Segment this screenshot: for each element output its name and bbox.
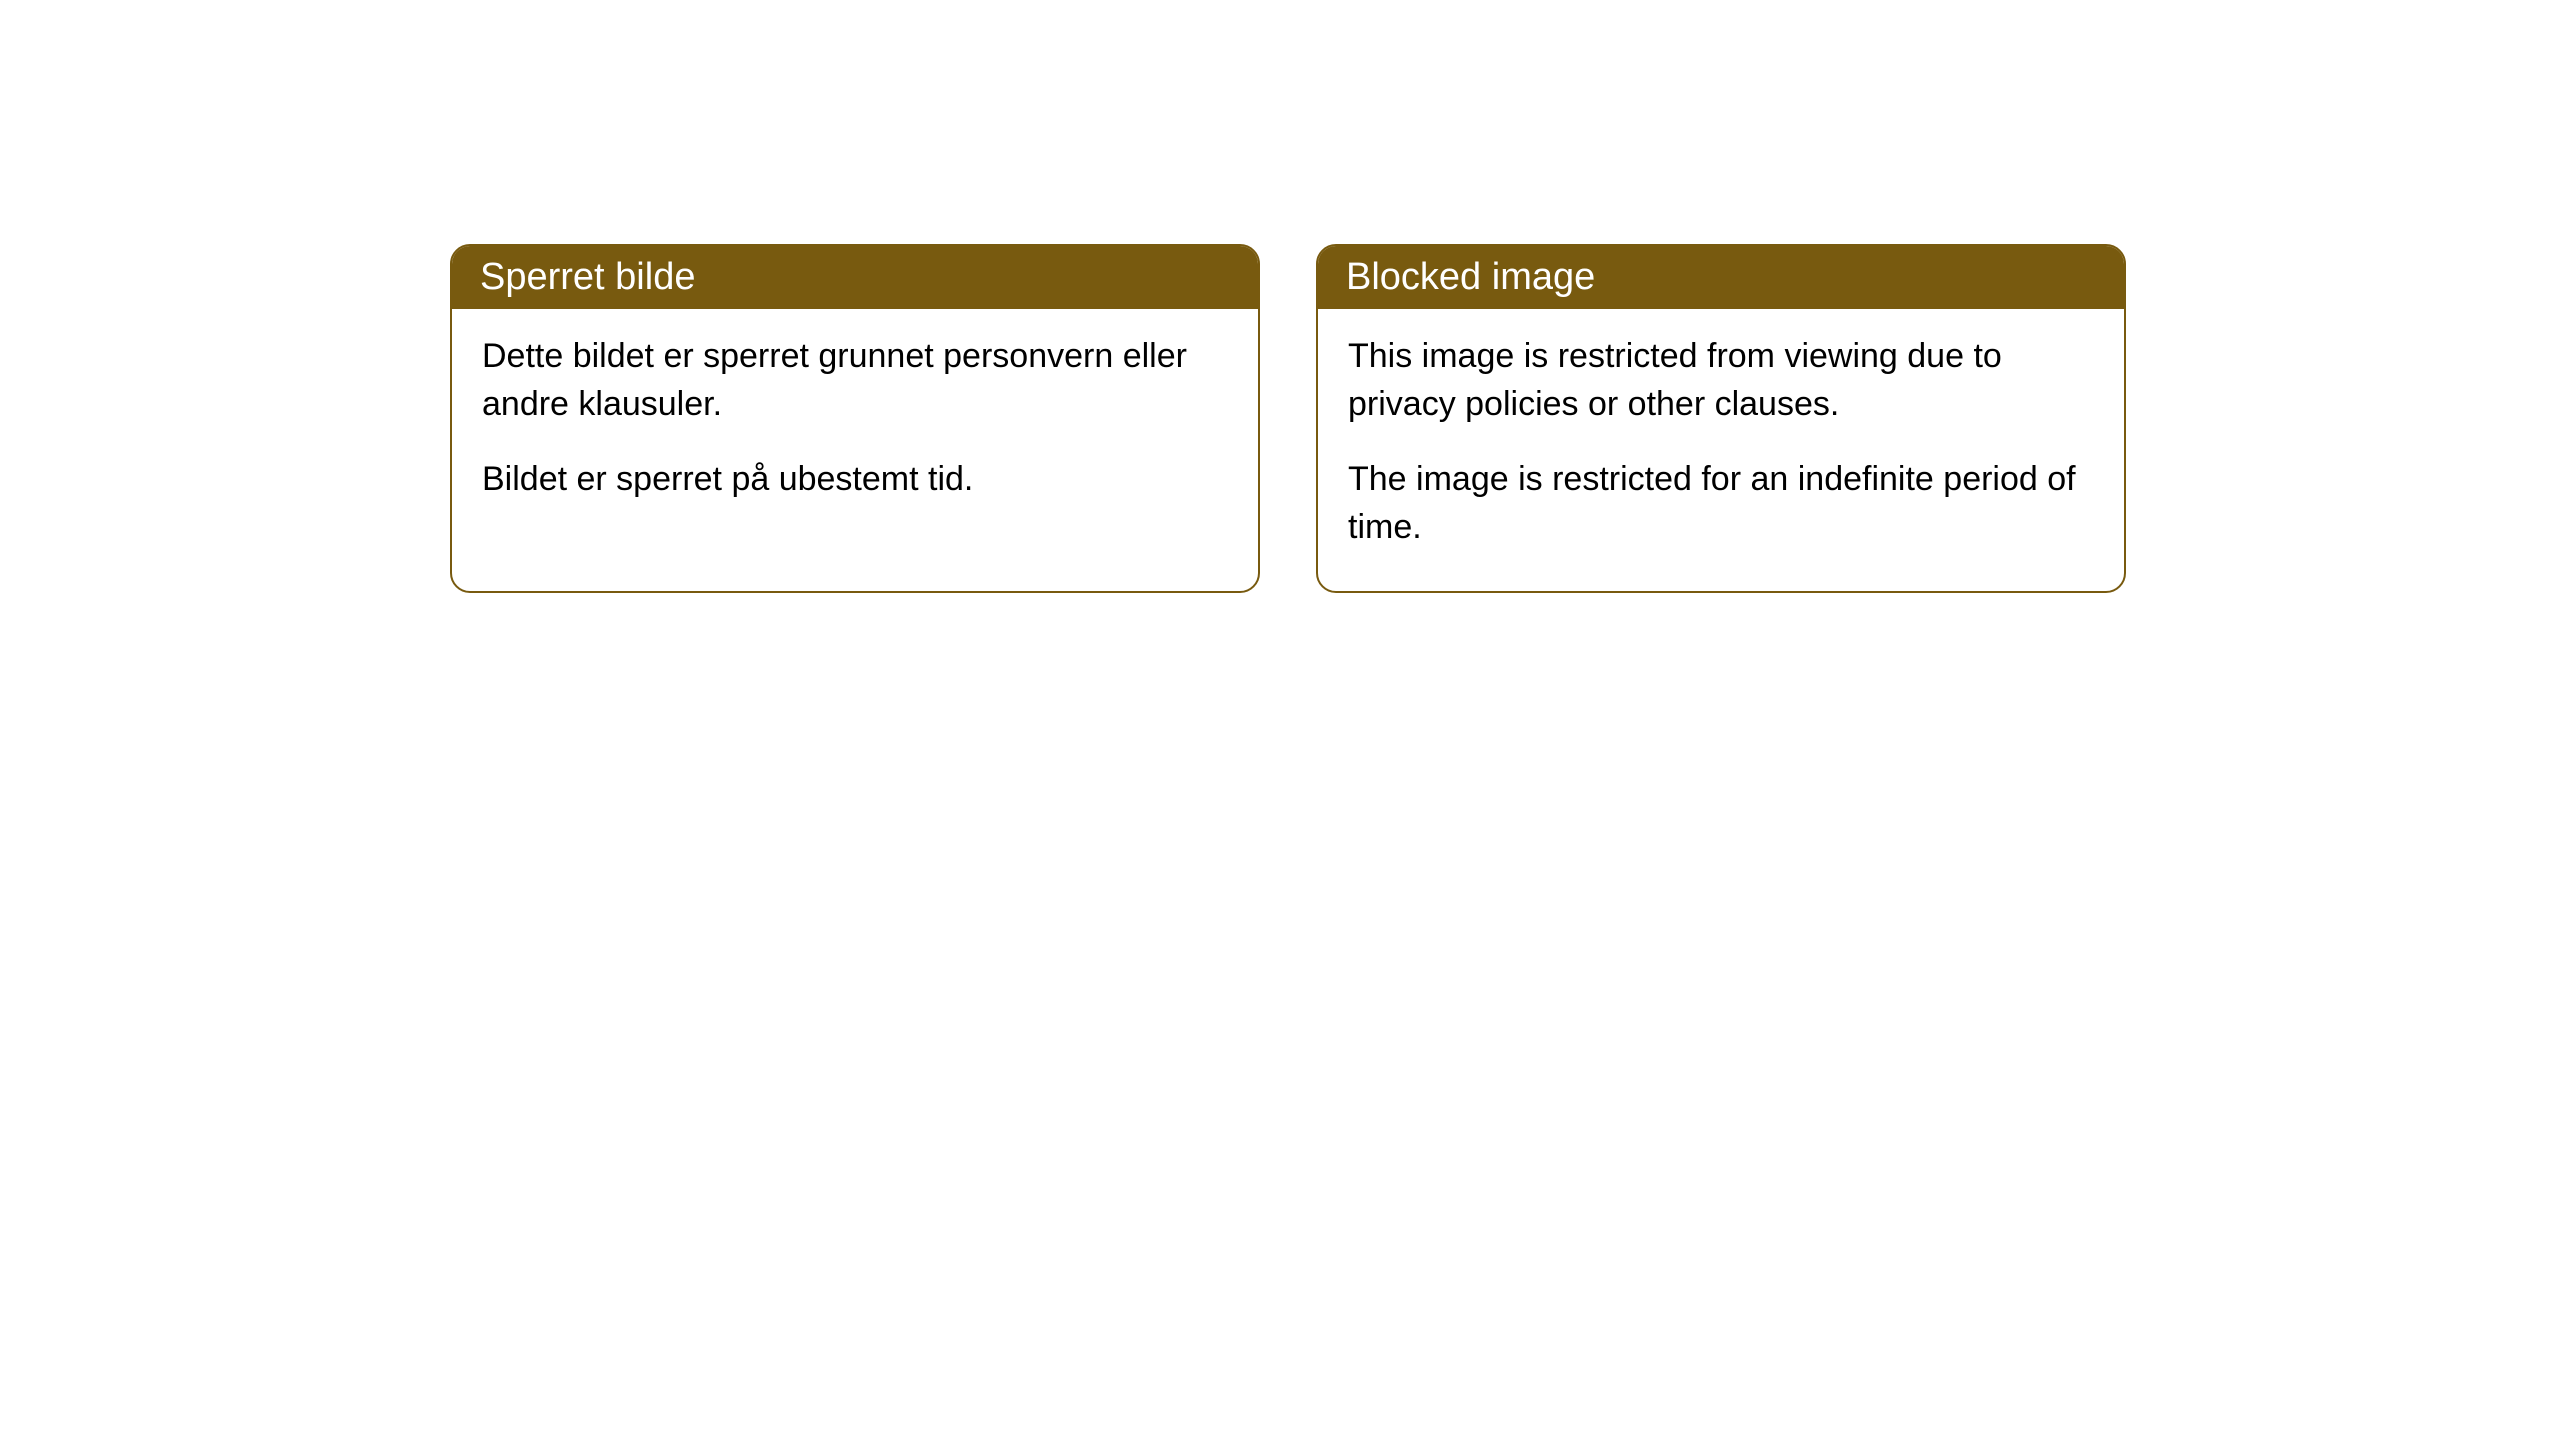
card-body: Dette bildet er sperret grunnet personve… xyxy=(452,309,1258,544)
notice-card-english: Blocked image This image is restricted f… xyxy=(1316,244,2126,593)
card-header: Sperret bilde xyxy=(452,246,1258,309)
card-paragraph: Dette bildet er sperret grunnet personve… xyxy=(482,333,1228,428)
card-header: Blocked image xyxy=(1318,246,2124,309)
card-paragraph: Bildet er sperret på ubestemt tid. xyxy=(482,456,1228,504)
card-paragraph: The image is restricted for an indefinit… xyxy=(1348,456,2094,551)
notice-card-norwegian: Sperret bilde Dette bildet er sperret gr… xyxy=(450,244,1260,593)
card-title: Sperret bilde xyxy=(480,256,695,298)
notice-cards-container: Sperret bilde Dette bildet er sperret gr… xyxy=(450,244,2126,593)
card-title: Blocked image xyxy=(1346,256,1595,298)
card-body: This image is restricted from viewing du… xyxy=(1318,309,2124,591)
card-paragraph: This image is restricted from viewing du… xyxy=(1348,333,2094,428)
